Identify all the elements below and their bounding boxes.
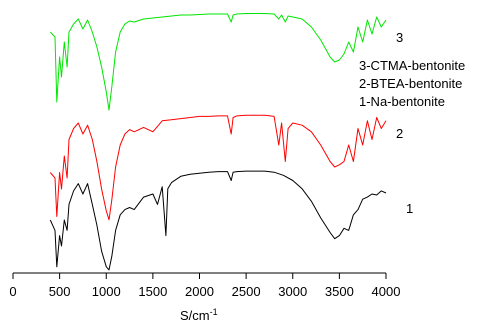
legend-entry-na: 1-Na-bentonite bbox=[359, 94, 445, 109]
x-axis-title-base: S/cm bbox=[180, 308, 210, 323]
series-line-2 bbox=[49, 114, 387, 221]
x-tick-label: 500 bbox=[49, 284, 71, 299]
legend-entry-ctma: 3-CTMA-bentonite bbox=[359, 58, 465, 73]
series-layer bbox=[49, 13, 387, 271]
series-1-number-label: 1 bbox=[406, 201, 413, 216]
series-2-number-label: 2 bbox=[396, 126, 403, 141]
x-tick-label: 1500 bbox=[138, 284, 167, 299]
series-line-1 bbox=[49, 170, 387, 271]
x-axis-ticks: 0 500 1000 1500 2000 2500 3000 3500 4000 bbox=[9, 273, 400, 299]
x-tick-label: 0 bbox=[9, 284, 16, 299]
series-3-number-label: 3 bbox=[396, 30, 403, 45]
x-tick-label: 2000 bbox=[185, 284, 214, 299]
x-tick-label: 3000 bbox=[278, 284, 307, 299]
x-axis-title: S/cm-1 bbox=[180, 307, 218, 323]
x-tick-label: 1000 bbox=[92, 284, 121, 299]
x-tick-label: 3500 bbox=[325, 284, 354, 299]
x-axis-title-superscript: -1 bbox=[210, 307, 218, 317]
x-tick-label: 2500 bbox=[232, 284, 261, 299]
x-tick-label: 4000 bbox=[372, 284, 401, 299]
legend-entry-btea: 2-BTEA-bentonite bbox=[359, 76, 462, 91]
legend: 3-CTMA-bentonite 2-BTEA-bentonite 1-Na-b… bbox=[359, 58, 465, 109]
series-line-3 bbox=[49, 13, 387, 111]
